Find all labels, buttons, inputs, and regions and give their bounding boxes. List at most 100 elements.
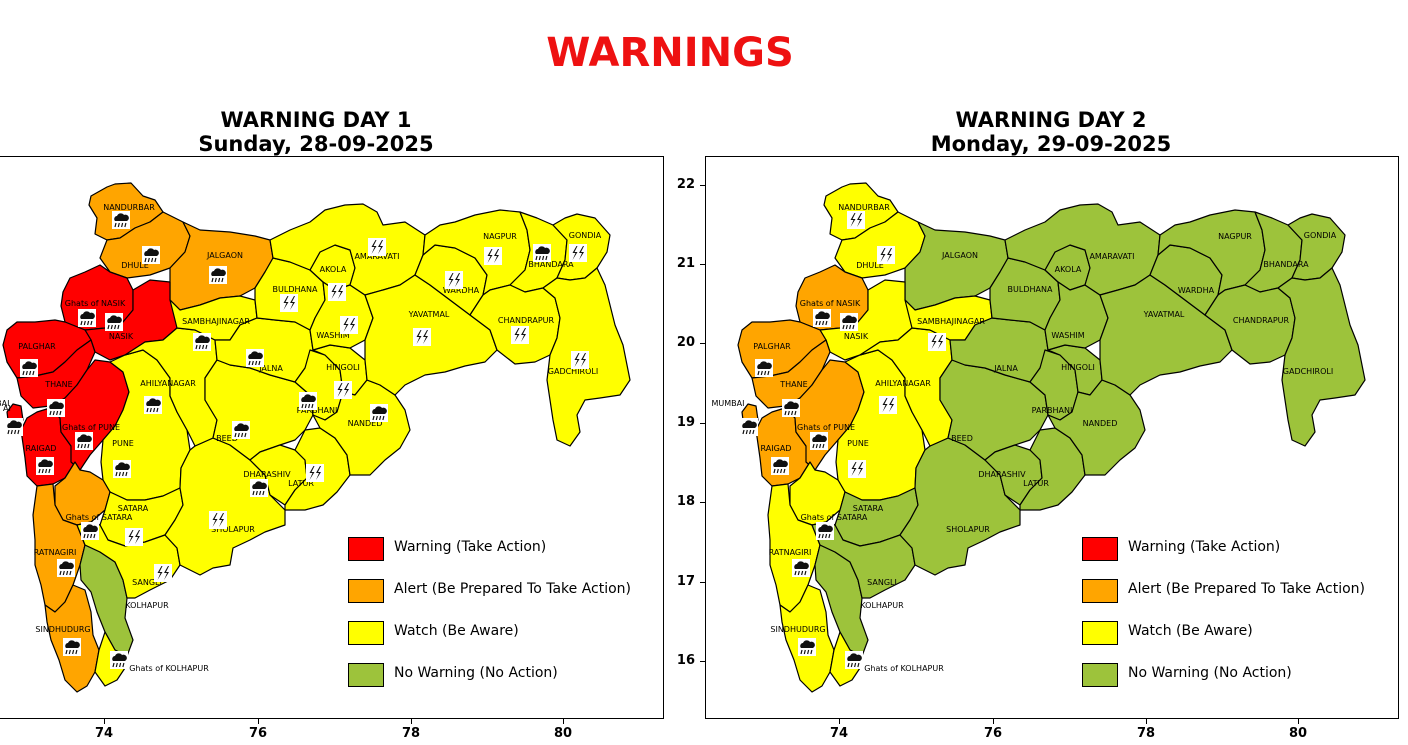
- district-label: Ghats of KOLHAPUR: [864, 664, 944, 673]
- thunderstorm-icon: [328, 283, 346, 301]
- district-label: YAVATMAL: [408, 310, 450, 319]
- district-label: GONDIA: [569, 231, 602, 240]
- district-label: AMARAVATI: [354, 252, 399, 261]
- legend-swatch: [348, 663, 384, 687]
- district-label: Ghats of PUNE: [62, 423, 120, 432]
- rain-icon: [810, 432, 828, 450]
- district-label: KOLHAPUR: [125, 601, 169, 610]
- district-thane: [751, 339, 831, 409]
- panel-2-title: WARNING DAY 2 Monday, 29-09-2025: [851, 108, 1251, 156]
- district-label: NAGPUR: [483, 232, 517, 241]
- district-label: GADCHIROLI: [548, 367, 598, 376]
- thunderstorm-icon: [413, 328, 431, 346]
- district-label: MUMBAI: [0, 399, 9, 408]
- panel-1-title: WARNING DAY 1 Sunday, 28-09-2025: [116, 108, 516, 156]
- district-label: SAMBHAJINAGAR: [182, 317, 250, 326]
- y-tick-mark: [700, 661, 705, 662]
- district-label: CHANDRAPUR: [1233, 316, 1290, 325]
- district-label: NANDURBAR: [103, 203, 155, 212]
- rain-icon: [299, 392, 317, 410]
- district-label: NASIK: [844, 332, 869, 341]
- district-label: SHOLAPUR: [946, 525, 990, 534]
- district-label: JALGAON: [206, 251, 243, 260]
- district-label: BEED: [216, 434, 238, 443]
- x-tick-label: 76: [248, 726, 268, 741]
- district-label: PALGHAR: [753, 342, 791, 351]
- district-label: RAIGAD: [26, 444, 57, 453]
- legend-swatch: [348, 579, 384, 603]
- legend-label: Watch (Be Aware): [394, 623, 519, 639]
- thunderstorm-icon: [879, 396, 897, 414]
- rain-icon: [105, 313, 123, 331]
- y-tick-label: 19: [676, 415, 695, 430]
- rain-icon: [110, 651, 128, 669]
- rain-icon: [113, 460, 131, 478]
- x-tick-mark: [411, 719, 412, 724]
- rain-icon: [142, 246, 160, 264]
- legend-label: Warning (Take Action): [1128, 539, 1281, 555]
- x-tick-label: 74: [829, 726, 849, 741]
- district-label: NANDED: [348, 419, 383, 428]
- rain-icon: [792, 559, 810, 577]
- panel-1-title-line2: Sunday, 28-09-2025: [198, 132, 434, 156]
- x-tick-label: 80: [553, 726, 573, 741]
- district-label: BULDHANA: [273, 285, 318, 294]
- district-label: WASHIM: [316, 331, 349, 340]
- rain-icon: [232, 421, 250, 439]
- district-label: BHANDARA: [528, 260, 574, 269]
- district-label: RATNAGIRI: [34, 548, 77, 557]
- district-label: PUNE: [112, 439, 134, 448]
- thunderstorm-icon: [928, 333, 946, 351]
- x-tick-label: 76: [983, 726, 1003, 741]
- district-label: BHANDARA: [1263, 260, 1309, 269]
- district-label: GONDIA: [1304, 231, 1337, 240]
- district-label: AHILYANAGAR: [140, 379, 196, 388]
- district-label: KOLHAPUR: [860, 601, 904, 610]
- y-tick-mark: [700, 343, 705, 344]
- district-label: SHOLAPUR: [211, 525, 255, 534]
- legend-label: No Warning (No Action): [1128, 665, 1292, 681]
- district-label: SINDHUDURG: [770, 625, 825, 634]
- district-gadchiroli: [1277, 267, 1366, 447]
- district-label: NASIK: [109, 332, 134, 341]
- district-label: NAGPUR: [1218, 232, 1252, 241]
- x-tick-label: 78: [401, 726, 421, 741]
- rain-icon: [755, 359, 773, 377]
- district-label: NANDURBAR: [838, 203, 890, 212]
- rain-icon: [5, 418, 23, 436]
- district-label: PUNE: [847, 439, 869, 448]
- rain-icon: [81, 522, 99, 540]
- district-label: JALNA: [993, 364, 1018, 373]
- district-label: AKOLA: [1055, 265, 1082, 274]
- panel-2-legend: Warning (Take Action) Alert (Be Prepared …: [1082, 537, 1382, 687]
- district-label: BULDHANA: [1008, 285, 1053, 294]
- district-label: LATUR: [288, 479, 314, 488]
- district-label: SAMBHAJINAGAR: [917, 317, 985, 326]
- panel-1-title-line1: WARNING DAY 1: [220, 108, 412, 132]
- district-map: NANDURBAR DHULE JALGAON Ghats of NASIK NASIK…: [712, 182, 1366, 693]
- rain-icon: [771, 457, 789, 475]
- thunderstorm-icon: [847, 211, 865, 229]
- y-tick-mark: [700, 502, 705, 503]
- y-tick-label: 20: [676, 335, 695, 350]
- rain-icon: [740, 418, 758, 436]
- district-label: JALNA: [258, 364, 283, 373]
- district-label: SINDHUDURG: [35, 625, 90, 634]
- legend-swatch: [348, 621, 384, 645]
- rain-icon: [816, 522, 834, 540]
- district-label: Ghats of SATARA: [66, 513, 133, 522]
- y-tick-mark: [700, 264, 705, 265]
- district-label: DHARASHIV: [978, 470, 1026, 479]
- y-tick-label: 17: [676, 574, 695, 589]
- rain-icon: [57, 559, 75, 577]
- district-label: SATARA: [118, 504, 149, 513]
- x-tick-mark: [258, 719, 259, 724]
- rain-icon: [193, 333, 211, 351]
- district-label: SATARA: [853, 504, 884, 513]
- legend-swatch: [1082, 537, 1118, 561]
- y-tick-mark: [700, 185, 705, 186]
- thunderstorm-icon: [571, 351, 589, 369]
- district-label: PARBHANI: [297, 406, 338, 415]
- panel-1-legend: Warning (Take Action) Alert (Be Prepared …: [348, 537, 648, 687]
- district-label: BEED: [951, 434, 973, 443]
